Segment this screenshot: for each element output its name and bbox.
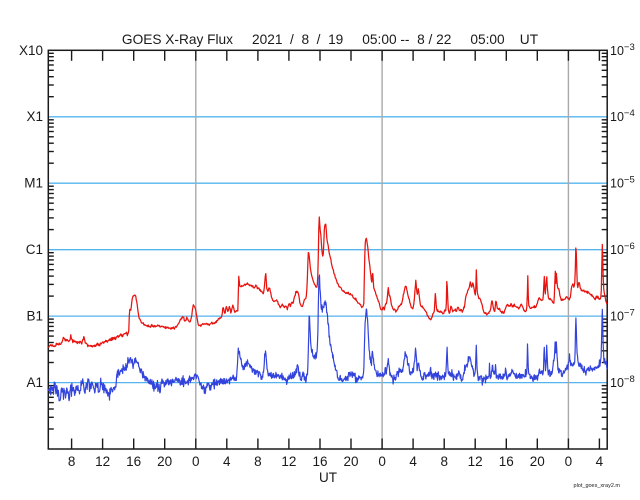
svg-text:8: 8 (440, 454, 448, 469)
svg-text:16: 16 (499, 454, 514, 469)
svg-text:B1: B1 (26, 309, 43, 324)
svg-text:C1: C1 (26, 242, 43, 257)
svg-text:UT: UT (319, 470, 337, 485)
svg-text:12: 12 (281, 454, 296, 469)
svg-text:X10: X10 (19, 43, 43, 58)
svg-text:16: 16 (126, 454, 141, 469)
svg-text:8: 8 (254, 454, 262, 469)
svg-text:M1: M1 (24, 176, 43, 191)
svg-text:8: 8 (68, 454, 76, 469)
svg-text:0: 0 (565, 454, 573, 469)
svg-text:20: 20 (530, 454, 545, 469)
svg-text:4: 4 (223, 454, 231, 469)
svg-text:0: 0 (192, 454, 200, 469)
svg-text:16: 16 (312, 454, 327, 469)
svg-text:4: 4 (409, 454, 417, 469)
svg-text:12: 12 (95, 454, 110, 469)
svg-text:plot_goes_xray2.m: plot_goes_xray2.m (574, 483, 621, 489)
svg-text:X1: X1 (26, 109, 43, 124)
svg-text:A1: A1 (26, 375, 43, 390)
svg-text:20: 20 (343, 454, 358, 469)
svg-text:GOES X-Ray Flux 2021 / 8: GOES X-Ray Flux 2021 / 8 / 19 05:00 -- 8… (122, 32, 539, 47)
svg-text:4: 4 (596, 454, 604, 469)
svg-text:12: 12 (468, 454, 483, 469)
svg-text:20: 20 (157, 454, 172, 469)
svg-text:0: 0 (378, 454, 386, 469)
